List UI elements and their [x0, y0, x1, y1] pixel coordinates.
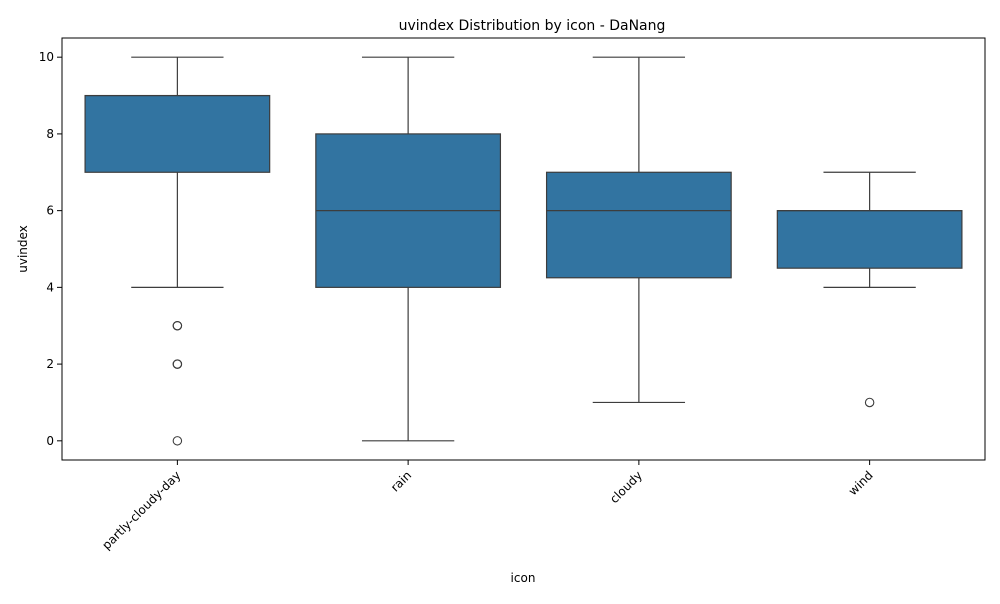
x-tick-label-wind: wind [846, 468, 876, 498]
box-partly-cloudy-day [84, 94, 271, 173]
outlier-point-partly-cloudy-day-3 [172, 359, 183, 369]
box-group-cloudy [545, 56, 732, 404]
y-axis-label: uvindex [16, 225, 30, 273]
y-tick-label-4: 4 [46, 280, 54, 294]
box-group-wind [776, 171, 963, 408]
y-tick-label-6: 6 [46, 204, 54, 218]
y-tick-label-8: 8 [46, 127, 54, 141]
y-tick-label-0: 0 [46, 434, 54, 448]
y-tick-label-10: 10 [39, 50, 54, 64]
outlier-point-partly-cloudy-day-4 [172, 436, 183, 446]
outlier-point-partly-cloudy-day-1 [172, 320, 183, 331]
box-group-partly-cloudy-day [84, 56, 271, 446]
box-wind [776, 210, 963, 269]
x-tick-label-rain: rain [388, 468, 414, 494]
x-axis-label: icon [511, 571, 536, 585]
outlier-point-wind-0 [864, 397, 875, 408]
plot-area: 0 2 4 6 8 10 partly-cloudy-day rain cloudy wind [39, 37, 986, 552]
y-tick-label-2: 2 [46, 357, 54, 371]
box-group-rain [315, 56, 502, 442]
x-tick-label-partly-cloudy-day: partly-cloudy-day [99, 468, 183, 552]
box-cloudy [545, 171, 732, 279]
x-tick-label-cloudy: cloudy [607, 468, 645, 506]
chart-title: uvindex Distribution by icon - DaNang [399, 18, 666, 34]
plot-frame [61, 37, 986, 461]
